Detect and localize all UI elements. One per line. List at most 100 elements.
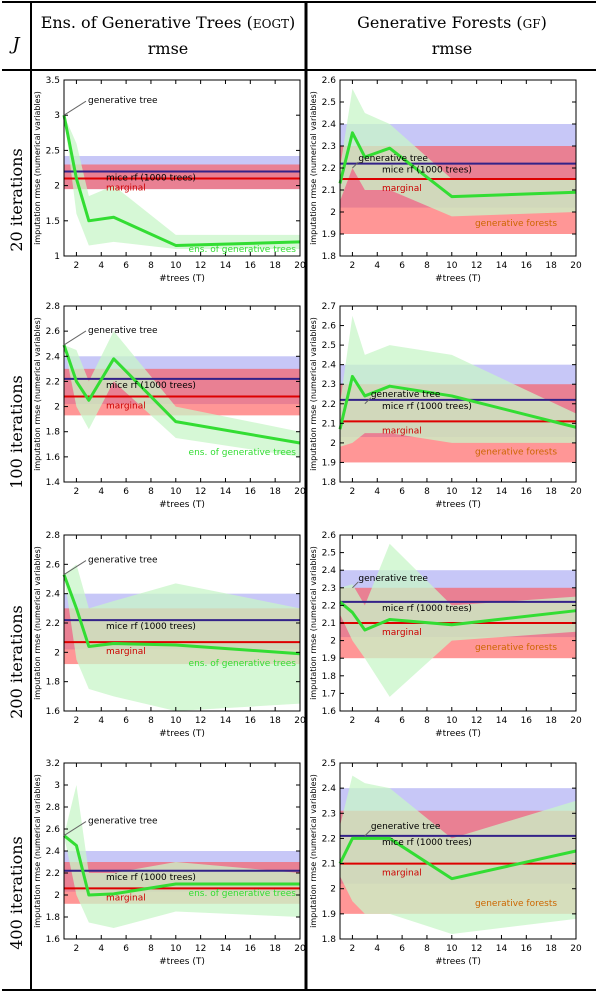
y-tick-label: 2.6 — [322, 76, 337, 86]
col2-title: Generative Forests (GF) — [357, 13, 547, 32]
annotation-generative-tree: generative tree — [371, 390, 441, 400]
mice-rf-label: mice rf (1000 trees) — [106, 174, 196, 184]
y-tick-label: 2.5 — [322, 341, 336, 351]
y-tick-label: 2.2 — [322, 834, 336, 844]
y-tick-label: 2.5 — [46, 146, 60, 156]
series-line — [339, 600, 577, 632]
x-tick-label: 4 — [98, 716, 104, 726]
series-line — [62, 344, 301, 445]
y-tick-label: 2.4 — [322, 784, 337, 794]
series-label: ens. of generative trees — [189, 448, 297, 458]
x-tick-label: 10 — [446, 487, 458, 497]
x-tick-label: 4 — [374, 487, 380, 497]
y-tick-label: 2.2 — [46, 869, 60, 879]
marginal-band — [64, 164, 300, 190]
row-label-400: 400 iterations — [7, 836, 26, 950]
y-tick-label: 2.6 — [46, 825, 61, 835]
col2-title-open: ( — [516, 13, 522, 32]
col1-title-main: Ens. of Generative Trees — [41, 13, 242, 32]
mice-rf-label: mice rf (1000 trees) — [106, 622, 196, 632]
x-tick-label: 18 — [545, 487, 557, 497]
x-tick-label: 2 — [350, 716, 356, 726]
x-tick-label: 8 — [148, 716, 154, 726]
y-tick-label: 2.3 — [322, 584, 336, 594]
x-tick-label: 2 — [74, 487, 80, 497]
x-axis-label: #trees (T) — [435, 729, 481, 739]
annotation-leader — [364, 397, 372, 405]
chart-panel-6: 1.6 1.8 2 2.2 2.4 2.6 2.8 3 3.2 2 4 6 8 10 12 14 16 18 20 #… — [33, 759, 306, 967]
y-tick-label: 2.5 — [322, 759, 336, 769]
row-label-20: 20 iterations — [7, 148, 26, 251]
x-tick-label: 4 — [374, 261, 380, 271]
annotation-generative-tree: generative tree — [88, 817, 158, 827]
row-label-100: 100 iterations — [7, 375, 26, 489]
y-tick-label: 2.5 — [322, 549, 336, 559]
annotation-leader — [364, 829, 372, 837]
x-tick-label: 8 — [424, 487, 430, 497]
y-tick-label: 2.6 — [322, 322, 337, 332]
y-tick-label: 2.1 — [322, 186, 336, 196]
chart-panel-1: 1.8 1.9 2 2.1 2.2 2.3 2.4 2.5 2.6 2 4 6 8 10 12 14 16 18 2… — [309, 76, 582, 284]
x-axis-label: #trees (T) — [159, 500, 205, 510]
y-tick-label: 2.6 — [46, 560, 61, 570]
marginal-label: marginal — [106, 184, 146, 194]
y-tick-label: 2 — [54, 403, 60, 413]
y-tick-label: 2 — [330, 885, 336, 895]
y-tick-label: 2.7 — [322, 302, 336, 312]
y-axis-label: imputation rmse (numerical variables) — [309, 91, 318, 245]
x-tick-label: 12 — [195, 261, 206, 271]
chart-panel-4: 1.6 1.8 2 2.2 2.4 2.6 2.8 2 4 6 8 10 12 14 16 18 20 #tree… — [33, 531, 306, 739]
mice-rf-label: mice rf (1000 trees) — [106, 873, 196, 883]
chart-panel-2: 1.4 1.6 1.8 2 2.2 2.4 2.6 2.8 2 4 6 8 10 12 14 16 18 20 #t… — [33, 302, 306, 510]
x-tick-label: 12 — [195, 487, 206, 497]
y-tick-label: 1.8 — [322, 252, 337, 262]
chart-panel-0: 1 1.5 2 2.5 3 3.5 2 4 6 8 10 12 14 16 18 20 #trees (T) im… — [33, 76, 306, 284]
y-tick-label: 2 — [330, 637, 336, 647]
x-tick-label: 20 — [294, 261, 306, 271]
x-tick-label: 12 — [195, 716, 206, 726]
x-tick-label: 20 — [570, 487, 582, 497]
x-tick-label: 2 — [350, 487, 356, 497]
y-tick-label: 1.8 — [46, 678, 61, 688]
x-tick-label: 16 — [245, 944, 257, 954]
annotation-generative-tree: generative tree — [358, 574, 428, 584]
x-tick-label: 16 — [521, 944, 533, 954]
y-tick-label: 2.4 — [322, 566, 337, 576]
x-tick-label: 8 — [424, 716, 430, 726]
x-tick-label: 6 — [399, 487, 405, 497]
x-tick-label: 8 — [148, 261, 154, 271]
x-tick-label: 14 — [220, 261, 232, 271]
x-tick-label: 18 — [269, 716, 281, 726]
x-axis-label: #trees (T) — [159, 274, 205, 284]
y-tick-label: 1.9 — [322, 458, 337, 468]
charts-group: 1 1.5 2 2.5 3 3.5 2 4 6 8 10 12 14 16 18 20 #trees (T) im… — [33, 76, 582, 967]
row-label-200: 200 iterations — [7, 605, 26, 719]
x-tick-label: 2 — [350, 944, 356, 954]
col2-subtitle: rmse — [432, 39, 473, 58]
y-tick-label: 1.4 — [46, 478, 61, 488]
x-tick-label: 4 — [98, 261, 104, 271]
y-tick-label: 2.3 — [322, 142, 336, 152]
marginal-label: marginal — [382, 426, 422, 436]
x-axis-label: #trees (T) — [435, 274, 481, 284]
x-tick-label: 8 — [424, 944, 430, 954]
y-tick-label: 1.6 — [46, 935, 61, 945]
x-tick-label: 18 — [545, 261, 557, 271]
y-tick-label: 1.8 — [322, 672, 337, 682]
y-tick-label: 1.7 — [322, 689, 336, 699]
x-tick-label: 20 — [570, 944, 582, 954]
y-tick-label: 2.4 — [46, 352, 61, 362]
series-line — [63, 834, 300, 897]
x-tick-label: 2 — [350, 261, 356, 271]
y-tick-label: 3.5 — [46, 76, 60, 86]
series-confidence-band — [64, 331, 300, 457]
marginal-label: marginal — [106, 893, 146, 903]
annotation-generative-tree: generative tree — [88, 556, 158, 566]
col2-title-main: Generative Forests — [357, 13, 511, 32]
x-tick-label: 12 — [195, 944, 206, 954]
x-tick-label: 12 — [471, 487, 482, 497]
x-tick-label: 20 — [294, 487, 306, 497]
mice-rf-label: mice rf (1000 trees) — [382, 402, 472, 412]
series-confidence-band — [64, 115, 300, 249]
